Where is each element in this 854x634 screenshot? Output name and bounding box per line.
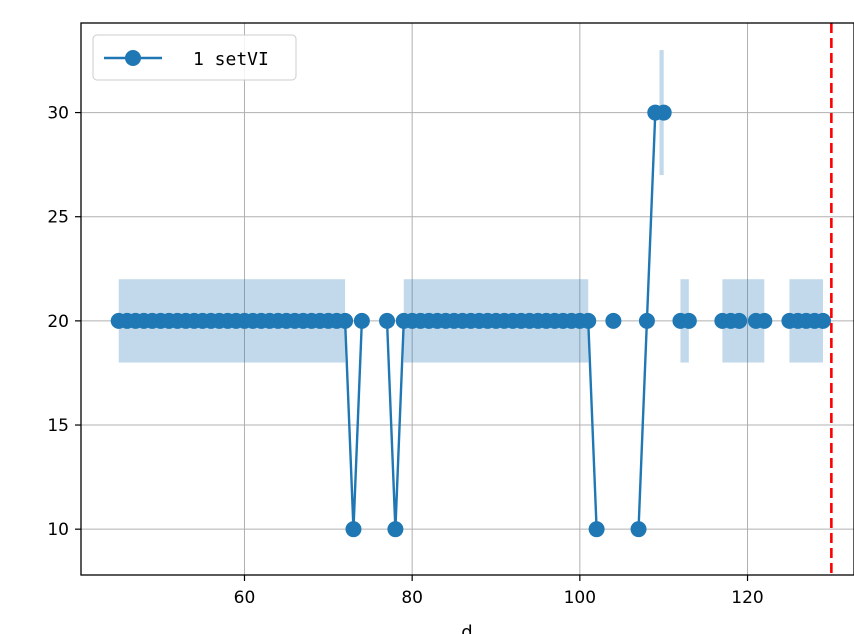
data-point <box>655 104 672 121</box>
axis-ticks: 60 80 100 120 10 15 20 25 30 <box>47 104 763 608</box>
data-point <box>680 312 697 329</box>
series-points <box>110 104 831 538</box>
x-tick-label: 60 <box>234 588 256 608</box>
data-point <box>638 312 655 329</box>
data-point <box>756 312 773 329</box>
y-tick-label: 25 <box>47 208 69 228</box>
y-tick-label: 15 <box>47 416 69 436</box>
y-tick-label: 30 <box>47 104 69 124</box>
data-point <box>580 312 597 329</box>
legend-box <box>92 34 297 81</box>
data-point <box>588 521 605 538</box>
data-point <box>814 312 831 329</box>
x-tick-label: 120 <box>731 588 763 608</box>
x-tick-label: 100 <box>564 588 596 608</box>
data-point <box>345 521 362 538</box>
legend-point-marker <box>125 50 141 66</box>
data-point <box>379 312 396 329</box>
data-point <box>337 312 354 329</box>
data-point <box>387 521 404 538</box>
y-tick-label: 20 <box>47 312 69 332</box>
data-point <box>353 312 370 329</box>
legend-label: 1 setVI <box>193 49 269 70</box>
plot-frame <box>80 22 854 576</box>
data-point <box>605 312 622 329</box>
y-tick-label: 10 <box>47 520 69 540</box>
x-axis-title: d <box>461 622 472 634</box>
data-point <box>630 521 647 538</box>
x-tick-label: 80 <box>401 588 423 608</box>
legend: 1 setVI <box>92 34 297 81</box>
data-point <box>731 312 748 329</box>
